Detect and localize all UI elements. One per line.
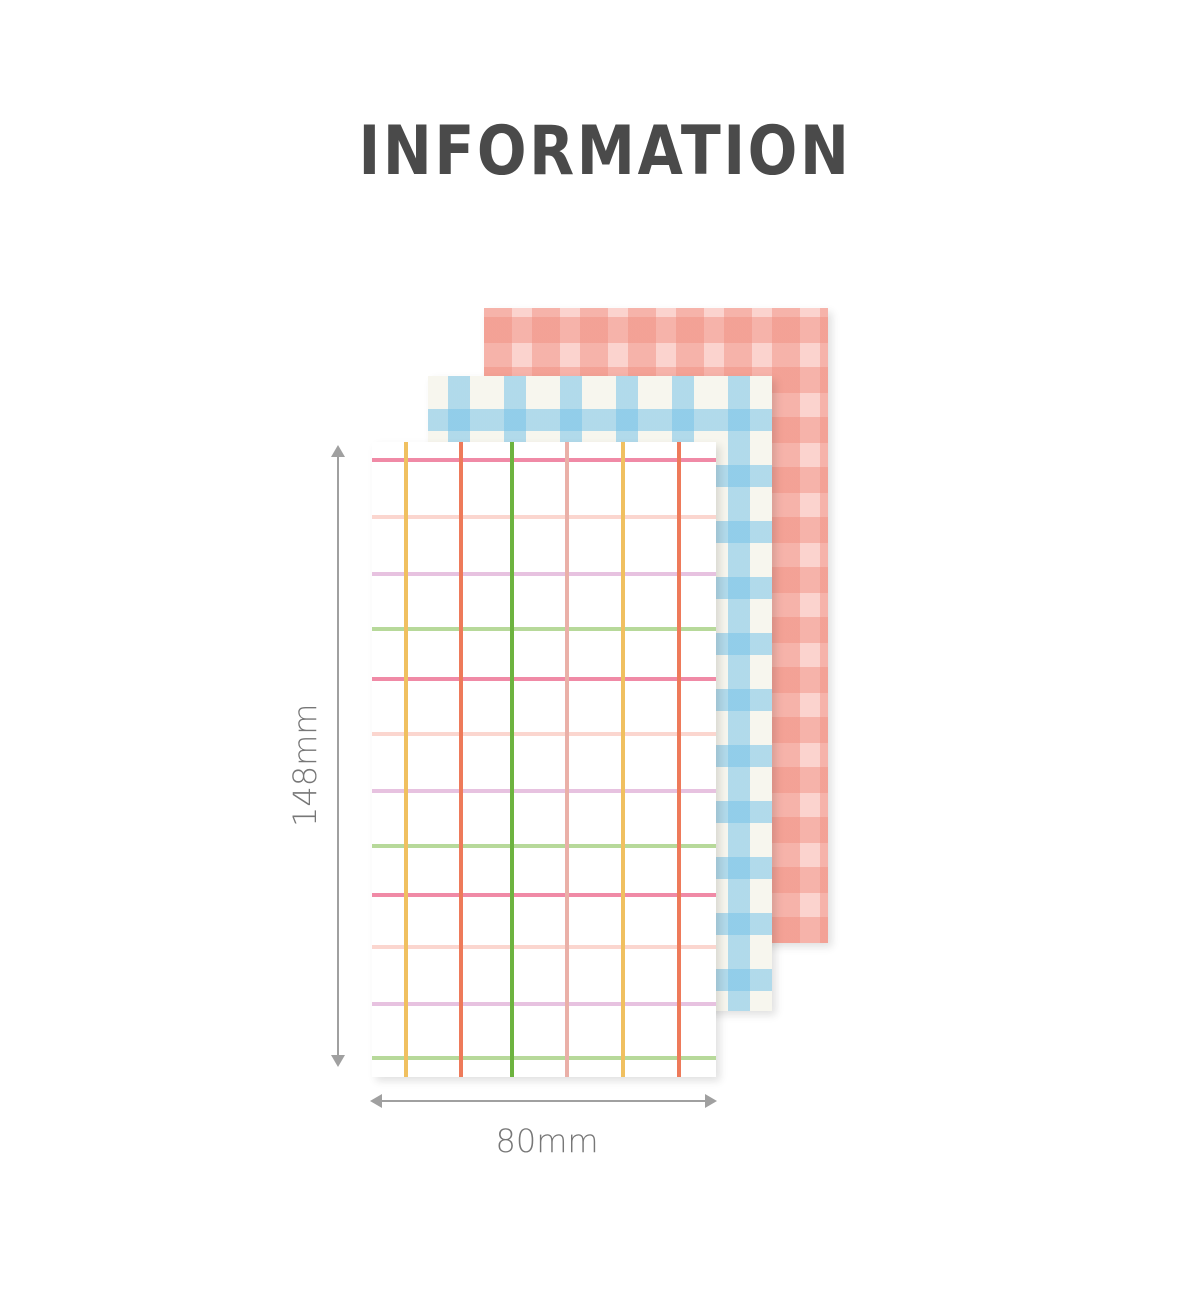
grid-line-horizontal <box>372 945 716 949</box>
arrow-down-icon <box>331 1055 345 1067</box>
grid-line-horizontal <box>372 627 716 631</box>
width-dimension-line <box>378 1100 710 1102</box>
width-label: 80mm <box>495 1122 599 1160</box>
grid-line-horizontal <box>372 844 716 848</box>
arrow-up-icon <box>331 445 345 457</box>
grid-line-horizontal <box>372 1056 716 1060</box>
grid-line-horizontal <box>372 677 716 681</box>
grid-line-vertical <box>404 442 408 1077</box>
grid-line-horizontal <box>372 1002 716 1006</box>
arrow-right-icon <box>705 1094 717 1108</box>
grid-line-vertical <box>677 442 681 1077</box>
grid-line-horizontal <box>372 572 716 576</box>
grid-line-vertical <box>621 442 625 1077</box>
height-dimension-line <box>337 452 339 1062</box>
arrow-left-icon <box>370 1094 382 1108</box>
grid-line-horizontal <box>372 893 716 897</box>
height-label: 148mm <box>286 703 324 827</box>
grid-line-vertical <box>459 442 463 1077</box>
page-title: INFORMATION <box>358 112 852 191</box>
grid-line-horizontal <box>372 789 716 793</box>
grid-line-vertical <box>565 442 569 1077</box>
grid-line-horizontal <box>372 458 716 462</box>
multicolor-grid-card <box>372 442 716 1077</box>
grid-line-vertical <box>510 442 514 1077</box>
grid-line-horizontal <box>372 515 716 519</box>
grid-line-horizontal <box>372 732 716 736</box>
